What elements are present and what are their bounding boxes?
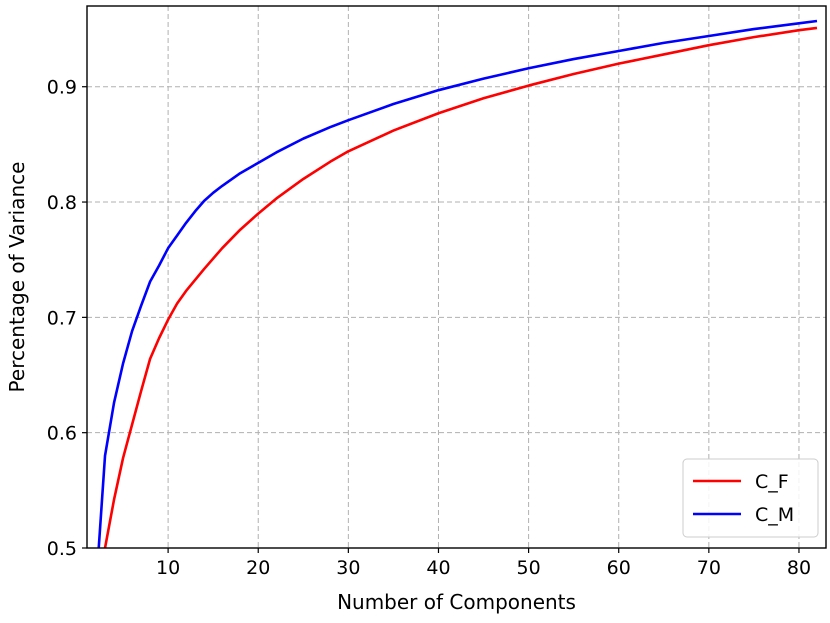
plot-frame (86, 5, 827, 549)
legend-label: C_F (755, 471, 789, 493)
y-tick-label: 0.9 (47, 77, 77, 99)
y-tick-label: 0.7 (47, 307, 77, 329)
x-tick-label: 20 (246, 557, 270, 579)
x-tick-label: 60 (607, 557, 631, 579)
legend: C_F C_M (682, 458, 819, 538)
legend-box (682, 458, 819, 538)
y-tick-label: 0.6 (47, 423, 77, 445)
x-axis-label: Number of Components (337, 590, 576, 614)
y-tick-label: 0.8 (47, 192, 77, 214)
x-tick-label: 50 (517, 557, 541, 579)
y-axis-label: Percentage of Variance (5, 162, 29, 393)
axis-ticks: 10 20 30 40 50 60 70 80 0.5 0.6 0.7 0.8 0.9 (47, 77, 811, 579)
x-tick-label: 80 (787, 557, 811, 579)
y-tick-label: 0.5 (47, 538, 77, 560)
series-line-c-m (97, 19, 818, 548)
legend-label: C_M (755, 504, 794, 526)
x-tick-label: 30 (336, 557, 360, 579)
series-layer (97, 19, 818, 548)
x-tick-label: 40 (426, 557, 450, 579)
x-tick-label: 10 (156, 557, 180, 579)
series-line-c-f (103, 26, 818, 548)
x-tick-label: 70 (697, 557, 721, 579)
